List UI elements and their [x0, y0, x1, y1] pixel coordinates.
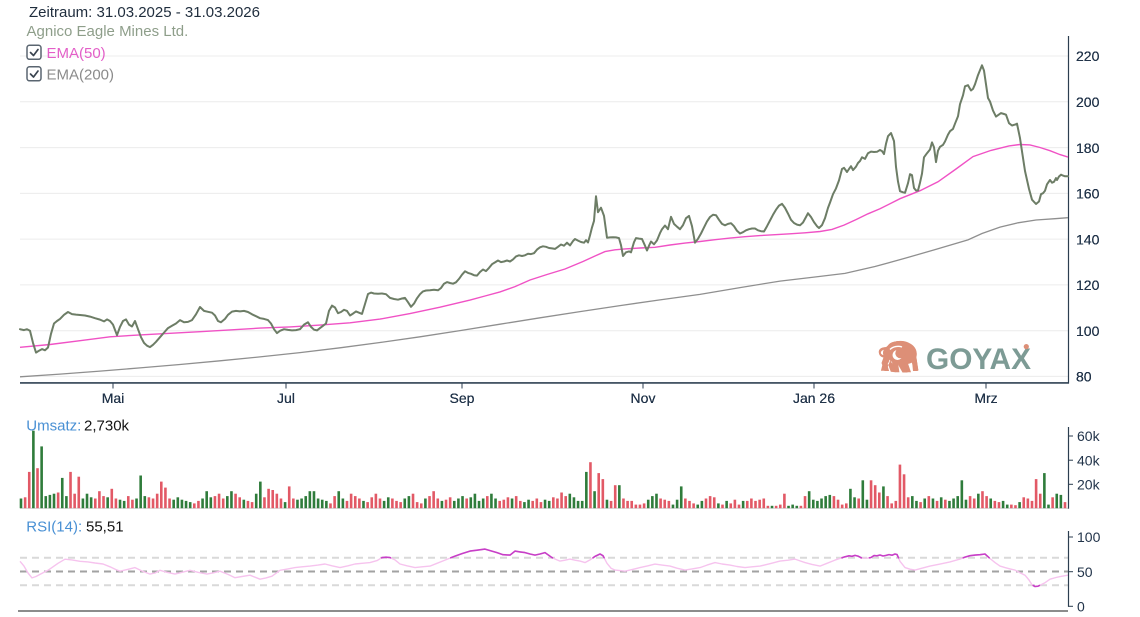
svg-text:Nov: Nov: [631, 390, 656, 406]
svg-text:GOYAX: GOYAX: [926, 343, 1031, 376]
svg-text:EMA(200): EMA(200): [47, 66, 115, 83]
svg-text:Nov: Nov: [631, 390, 656, 406]
svg-text:220: 220: [1076, 48, 1100, 64]
svg-text:RSI(14):: RSI(14):: [26, 518, 82, 535]
svg-text:Sep: Sep: [450, 390, 475, 406]
svg-text:2,730k: 2,730k: [84, 418, 130, 435]
svg-text:120: 120: [1076, 277, 1100, 293]
svg-text:140: 140: [1076, 231, 1100, 247]
svg-text:180: 180: [1076, 140, 1100, 156]
svg-text:120: 120: [1076, 277, 1100, 293]
svg-text:Umsatz:: Umsatz:: [26, 418, 81, 435]
svg-text:220: 220: [1076, 48, 1100, 64]
svg-text:Mai: Mai: [102, 390, 125, 406]
svg-text:160: 160: [1076, 186, 1100, 202]
svg-text:Jan 26: Jan 26: [793, 390, 835, 406]
svg-text:20k: 20k: [1077, 477, 1101, 493]
svg-text:160: 160: [1076, 186, 1100, 202]
svg-text:Mai: Mai: [102, 390, 125, 406]
svg-text:Jul: Jul: [277, 390, 295, 406]
svg-text:180: 180: [1076, 140, 1100, 156]
svg-text:Sep: Sep: [450, 390, 475, 406]
svg-text:Jul: Jul: [277, 390, 295, 406]
svg-text:220: 220: [1076, 48, 1100, 64]
svg-text:200: 200: [1076, 94, 1100, 110]
svg-text:100: 100: [1076, 323, 1100, 339]
svg-text:Mrz: Mrz: [974, 390, 997, 406]
svg-text:40k: 40k: [1077, 452, 1101, 468]
svg-text:200: 200: [1076, 94, 1100, 110]
svg-text:80: 80: [1076, 369, 1092, 385]
svg-text:180: 180: [1076, 140, 1100, 156]
svg-text:Sep: Sep: [450, 390, 475, 406]
svg-text:60k: 60k: [1077, 428, 1101, 444]
svg-text:Mrz: Mrz: [974, 390, 997, 406]
svg-text:Zeitraum: 31.03.2025 - 31.03.2: Zeitraum: 31.03.2025 - 31.03.2026: [29, 4, 260, 21]
svg-text:0: 0: [1077, 599, 1085, 615]
svg-text:140: 140: [1076, 231, 1100, 247]
svg-text:Mrz: Mrz: [974, 390, 997, 406]
svg-text:55,51: 55,51: [86, 518, 124, 535]
svg-text:100: 100: [1077, 529, 1101, 545]
svg-text:160: 160: [1076, 186, 1100, 202]
svg-text:Mai: Mai: [102, 390, 125, 406]
svg-text:EMA(50): EMA(50): [47, 45, 106, 62]
svg-text:50: 50: [1077, 564, 1093, 580]
svg-text:Nov: Nov: [631, 390, 656, 406]
svg-text:120: 120: [1076, 277, 1100, 293]
svg-text:100: 100: [1076, 323, 1100, 339]
svg-text:100: 100: [1076, 323, 1100, 339]
svg-text:Jan 26: Jan 26: [793, 390, 835, 406]
svg-text:Jan 26: Jan 26: [793, 390, 835, 406]
svg-text:200: 200: [1076, 94, 1100, 110]
svg-text:Agnico Eagle Mines Ltd.: Agnico Eagle Mines Ltd.: [27, 23, 189, 40]
svg-text:Jul: Jul: [277, 390, 295, 406]
svg-text:80: 80: [1076, 369, 1092, 385]
svg-text:140: 140: [1076, 231, 1100, 247]
svg-text:80: 80: [1076, 369, 1092, 385]
